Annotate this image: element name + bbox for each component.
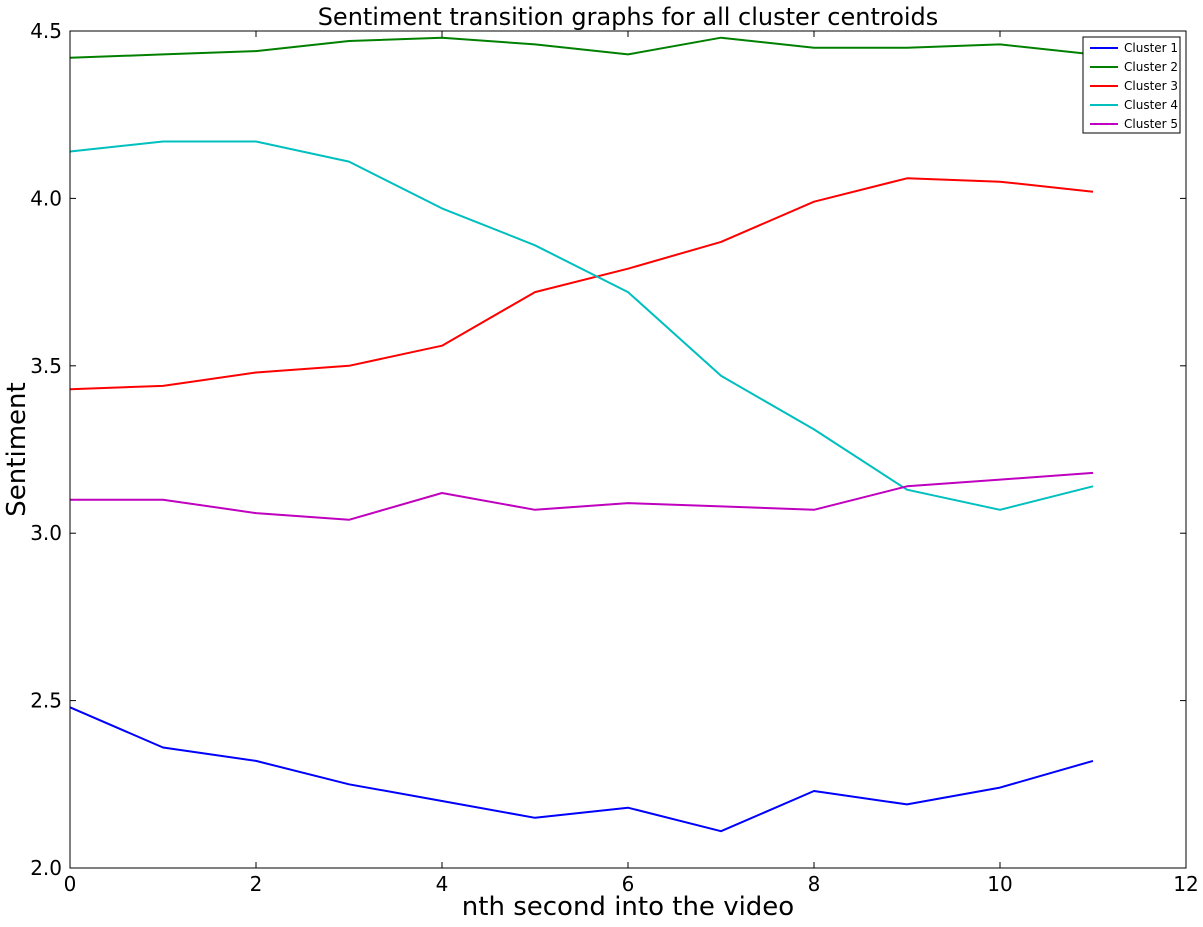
series-line-cluster-4 <box>69 140 1094 511</box>
legend-label-cluster-4: Cluster 4 <box>1124 98 1178 112</box>
chart-title: Sentiment transition graphs for all clus… <box>318 3 939 31</box>
x-tick-label: 6 <box>622 872 635 896</box>
legend-label-cluster-5: Cluster 5 <box>1124 117 1178 131</box>
y-tick-label: 3.0 <box>30 521 62 545</box>
y-tick-label: 4.0 <box>30 186 62 210</box>
y-tick-label: 4.5 <box>30 19 62 43</box>
series-layer <box>69 36 1094 833</box>
legend-label-cluster-1: Cluster 1 <box>1124 41 1178 55</box>
y-tick-label: 2.0 <box>30 856 62 880</box>
x-tick-label: 8 <box>808 872 821 896</box>
legend-label-cluster-2: Cluster 2 <box>1124 60 1178 74</box>
x-axis-label: nth second into the video <box>462 892 794 922</box>
x-tick-label: 4 <box>436 872 449 896</box>
series-line-cluster-5 <box>70 471 1094 521</box>
y-axis-label: Sentiment <box>2 382 32 516</box>
x-tick-label: 10 <box>987 872 1012 896</box>
x-tick-label: 0 <box>64 872 77 896</box>
series-line-cluster-3 <box>69 177 1094 391</box>
y-tick-label: 3.5 <box>30 354 62 378</box>
y-tick-label: 2.5 <box>30 689 62 713</box>
series-line-cluster-2 <box>69 36 1094 59</box>
legend: Cluster 1 Cluster 2 Cluster 3 Cluster 4 Clus… <box>1082 36 1181 134</box>
x-tick-label: 2 <box>250 872 263 896</box>
plot-frame <box>69 30 1187 869</box>
legend-label-cluster-3: Cluster 3 <box>1124 79 1178 93</box>
x-tick-label: 12 <box>1173 872 1198 896</box>
series-line-cluster-1 <box>69 706 1094 833</box>
tick-layer: 0 2 4 6 8 10 12 2.0 2.5 3.0 3.5 4.0 4.5 <box>30 19 1199 896</box>
